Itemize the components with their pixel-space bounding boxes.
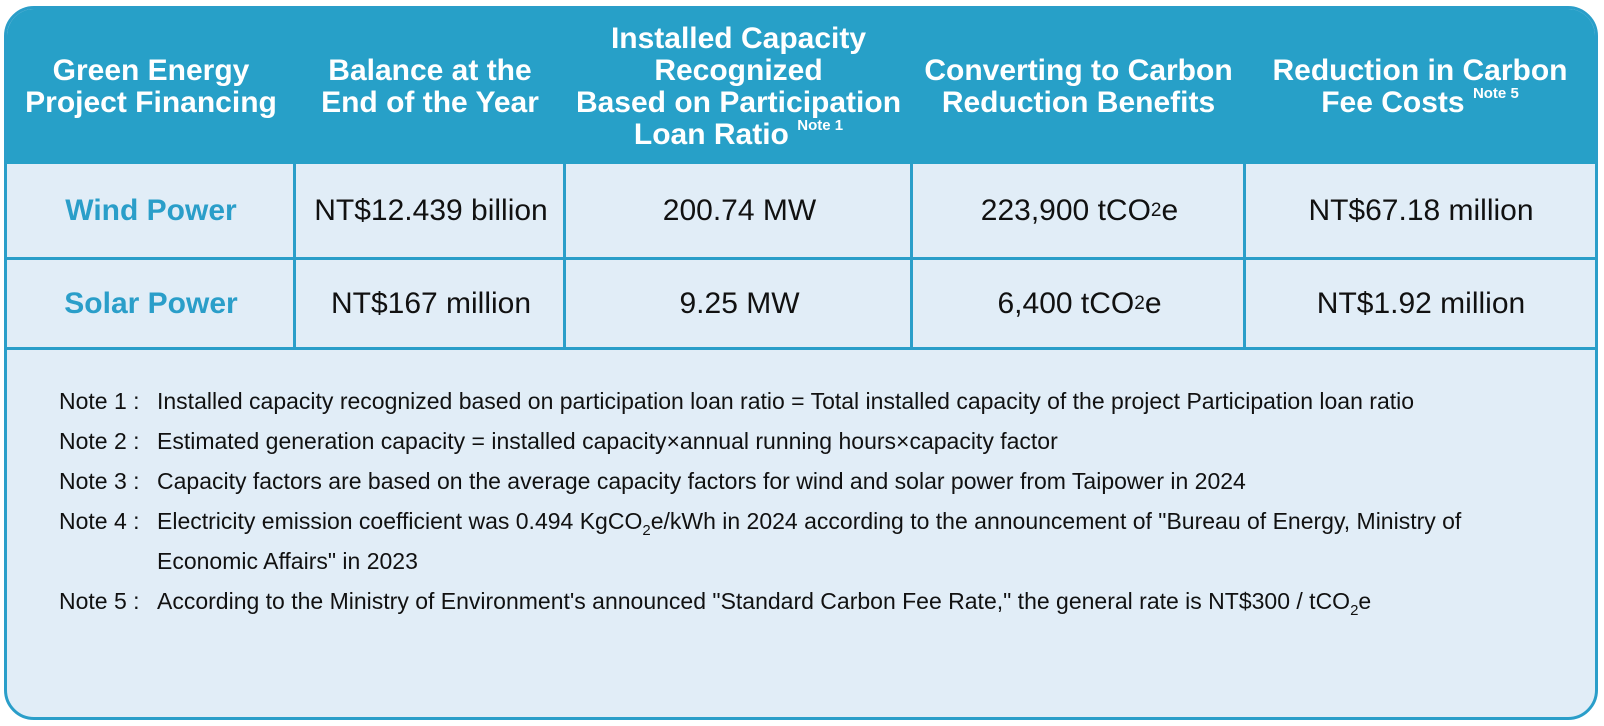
carbon-benefit-cell: 223,900 tCO 2 e	[980, 193, 1179, 227]
footnote: Note 5 : According to the Ministry of En…	[59, 581, 1539, 621]
table-row: Wind Power NT$12.439 billion 200.74 MW 2…	[7, 164, 1595, 257]
footnote-label: Note 3 :	[59, 468, 140, 494]
fee-reduction-cell: NT$1.92 million	[1316, 286, 1526, 320]
footnote-text: Electricity emission coefficient was 0.4…	[157, 508, 1462, 574]
column-divider	[1243, 164, 1246, 350]
footnote-label: Note 2 :	[59, 428, 140, 454]
footnote-label: Note 5 :	[59, 588, 140, 614]
column-divider	[563, 164, 566, 350]
row-divider	[7, 257, 1595, 260]
green-energy-financing-table-card: Green Energy Project Financing Balance a…	[4, 6, 1598, 720]
footnote-label: Note 1 :	[59, 388, 140, 414]
header-note-ref: Note 1	[797, 116, 844, 134]
header-green-energy-project-financing: Green Energy Project Financing	[25, 53, 277, 119]
footnote-text: Installed capacity recognized based on p…	[157, 388, 1415, 414]
column-divider	[910, 164, 913, 350]
table-row: Solar Power NT$167 million 9.25 MW 6,400…	[7, 260, 1595, 347]
carbon-benefit-cell: 6,400 tCO 2 e	[997, 286, 1162, 320]
footnote-label: Note 4 :	[59, 508, 140, 534]
footnotes: Note 1 : Installed capacity recognized b…	[59, 381, 1539, 621]
footnote-text: Capacity factors are based on the averag…	[157, 468, 1246, 494]
footnote: Note 2 : Estimated generation capacity =…	[59, 421, 1539, 461]
header-balance-end-of-year: Balance at the End of the Year	[321, 53, 539, 119]
table-bottom-border	[7, 347, 1595, 350]
balance-cell: NT$167 million	[330, 286, 532, 320]
table-header: Green Energy Project Financing Balance a…	[7, 9, 1595, 164]
footnote: Note 4 : Electricity emission coefficien…	[59, 501, 1539, 581]
footnote-text: Estimated generation capacity = installe…	[157, 428, 1058, 454]
footnote: Note 1 : Installed capacity recognized b…	[59, 381, 1539, 421]
category-cell: Wind Power	[65, 193, 237, 227]
column-divider	[293, 164, 296, 350]
header-installed-capacity: Installed Capacity Recognized Based on P…	[575, 21, 902, 151]
footnote-text: According to the Ministry of Environment…	[157, 588, 1372, 619]
balance-cell: NT$12.439 billion	[314, 193, 548, 227]
footnote: Note 3 : Capacity factors are based on t…	[59, 461, 1539, 501]
capacity-cell: 9.25 MW	[679, 286, 800, 320]
capacity-cell: 200.74 MW	[662, 193, 817, 227]
fee-reduction-cell: NT$67.18 million	[1308, 193, 1534, 227]
header-note-ref: Note 5	[1472, 84, 1519, 102]
header-carbon-fee-reduction: Reduction in Carbon Fee Costs Note 5	[1272, 53, 1568, 119]
header-carbon-reduction-benefits: Converting to Carbon Reduction Benefits	[924, 53, 1233, 119]
category-cell: Solar Power	[64, 286, 238, 320]
